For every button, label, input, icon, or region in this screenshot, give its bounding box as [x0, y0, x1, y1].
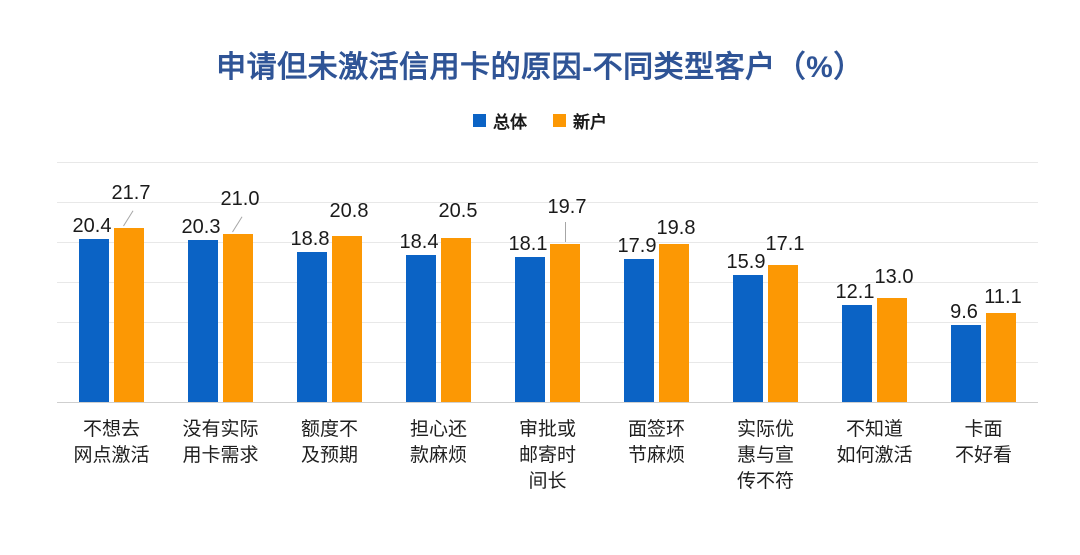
value-label-new-1: 21.0	[220, 188, 260, 210]
label-leader-line-0	[123, 210, 134, 227]
value-label-total-4: 18.1	[508, 233, 548, 256]
value-label-new-8: 11.1	[984, 286, 1022, 309]
bar-new-1	[223, 234, 253, 402]
legend-swatch-total	[473, 114, 486, 127]
legend-item-new: 新户	[553, 108, 607, 133]
value-label-total-1: 20.3	[181, 215, 221, 238]
bar-new-5	[659, 243, 689, 402]
gridline	[57, 202, 1038, 203]
bar-total-1	[188, 239, 218, 402]
value-label-new-2: 20.8	[329, 199, 369, 222]
value-label-total-3: 18.4	[399, 230, 439, 253]
bar-total-3	[406, 254, 436, 402]
value-label-new-7: 13.0	[874, 266, 914, 288]
value-label-total-2: 18.8	[290, 227, 330, 250]
gridline	[57, 362, 1038, 363]
category-label-2: 额度不 及预期	[300, 419, 358, 466]
value-label-new-4: 19.7	[547, 196, 587, 219]
legend: 总体 新户	[0, 108, 1080, 133]
value-label-total-0: 20.4	[72, 214, 112, 237]
gridline	[57, 242, 1038, 243]
bar-new-2	[332, 235, 362, 402]
bar-group-6: 15.9 17.1	[711, 163, 820, 403]
label-leader-line-1	[232, 216, 243, 233]
value-label-new-0: 21.7	[111, 182, 151, 205]
gridline	[57, 282, 1038, 283]
legend-item-total: 总体	[473, 108, 527, 133]
value-label-new-3: 20.5	[438, 200, 478, 222]
legend-swatch-new	[553, 114, 566, 127]
legend-label-total: 总体	[493, 113, 527, 132]
bar-total-4	[515, 257, 545, 402]
category-label-0: 不想去 网点激活	[73, 419, 150, 466]
category-axis: 不想去 网点激活 没有实际 用卡需求 额度不 及预期 担心还 款麻烦 审批或 邮寄时 间长 面签环 节麻…	[57, 417, 1038, 537]
category-label-3: 担心还 款麻烦	[409, 419, 467, 466]
bar-group-1: 20.3 21.0	[166, 163, 275, 403]
x-axis-line	[57, 402, 1038, 403]
category-label-8: 卡面 不好看	[954, 419, 1012, 466]
bar-new-7	[877, 298, 907, 402]
value-label-new-6: 17.1	[765, 233, 805, 256]
category-label-6: 实际优 惠与宣 传不符	[736, 419, 794, 492]
bar-total-6	[733, 274, 763, 402]
bar-new-4	[550, 244, 580, 402]
gridline	[57, 162, 1038, 163]
bar-new-8	[986, 313, 1016, 402]
bar-total-5	[624, 258, 654, 402]
category-label-4: 审批或 邮寄时 间长	[518, 419, 576, 492]
bar-group-4: 18.1 19.7	[493, 163, 602, 403]
bar-new-3	[441, 238, 471, 402]
legend-label-new: 新户	[573, 113, 607, 132]
value-label-total-8: 9.6	[950, 301, 978, 324]
bar-group-2: 18.8 20.8	[275, 163, 384, 403]
bar-total-8	[951, 325, 981, 402]
bar-group-7: 12.1 13.0	[820, 163, 929, 403]
bar-new-6	[768, 265, 798, 402]
label-leader-line-4	[565, 222, 566, 243]
bar-total-7	[842, 305, 872, 402]
gridline	[57, 322, 1038, 323]
value-label-new-5: 19.8	[656, 216, 696, 239]
bar-new-0	[114, 228, 144, 402]
value-label-total-5: 17.9	[617, 234, 657, 257]
category-label-5: 面签环 节麻烦	[627, 419, 685, 466]
bar-group-3: 18.4 20.5	[384, 163, 493, 403]
value-label-total-6: 15.9	[726, 250, 766, 273]
category-label-1: 没有实际 用卡需求	[182, 419, 259, 466]
bar-group-8: 9.6 11.1	[929, 163, 1038, 403]
category-label-7: 不知道 如何激活	[836, 419, 913, 466]
bar-group-0: 20.4 21.7	[57, 163, 166, 403]
bar-total-2	[297, 251, 327, 402]
bar-total-0	[79, 238, 109, 402]
value-label-total-7: 12.1	[835, 281, 875, 304]
bar-group-5: 17.9 19.8	[602, 163, 711, 403]
chart-title: 申请但未激活信用卡的原因-不同类型客户（%）	[216, 51, 864, 84]
plot-area: 20.4 21.7 20.3 21.0 18.8 20.8 18.4 20.5 18.1 19.7…	[57, 162, 1038, 403]
